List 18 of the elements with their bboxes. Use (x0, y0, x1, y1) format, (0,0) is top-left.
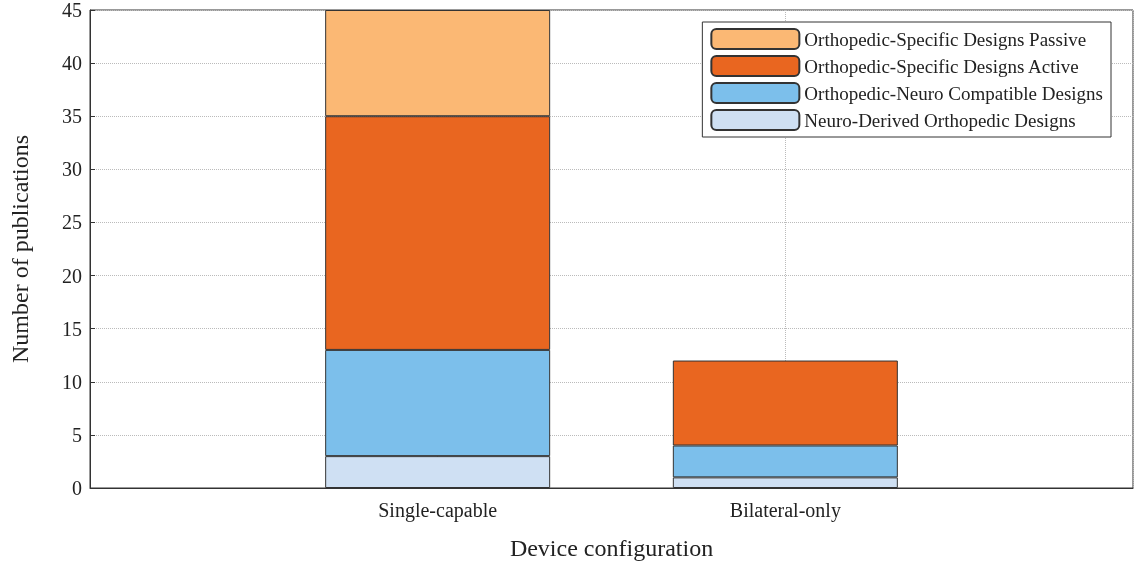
y-tick-label: 10 (62, 370, 82, 393)
legend-label: Neuro-Derived Orthopedic Designs (804, 109, 1076, 131)
y-tick-label: 5 (72, 423, 82, 446)
legend-label: Orthopedic-Specific Designs Active (804, 55, 1079, 77)
y-tick-label: 0 (72, 477, 82, 499)
y-tick-label: 30 (62, 158, 82, 181)
x-tick-label: Bilateral-only (729, 499, 841, 522)
y-tick-label: 20 (62, 264, 82, 287)
y-tick-label: 35 (62, 105, 82, 128)
y-axis-title: Number of publications (7, 135, 33, 363)
x-axis-title: Device configuration (509, 535, 714, 561)
y-tick-label: 15 (62, 317, 82, 340)
legend-label: Orthopedic-Neuro Compatible Designs (804, 82, 1103, 104)
legend-label: Orthopedic-Specific Designs Passive (804, 28, 1087, 50)
y-tick-label: 25 (62, 211, 82, 234)
x-tick-label: Single-capable (378, 499, 498, 522)
y-tick-label: 45 (62, 0, 82, 21)
y-tick-label: 40 (62, 52, 82, 75)
